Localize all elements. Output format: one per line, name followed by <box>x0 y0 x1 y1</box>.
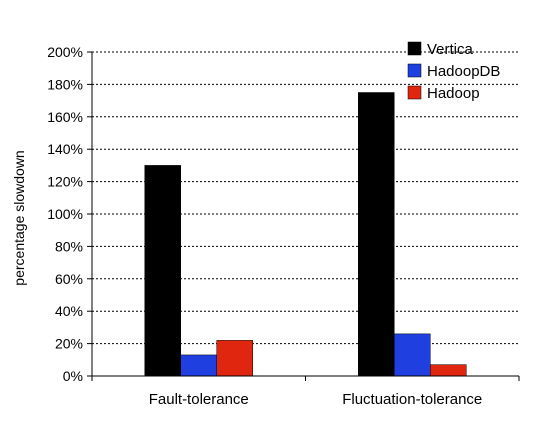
gridlines <box>92 51 519 345</box>
y-tick-label: 60% <box>55 271 83 287</box>
y-tick-label: 0% <box>63 368 83 384</box>
x-category-label: Fault-tolerance <box>149 391 249 408</box>
y-tick-label: 80% <box>55 238 83 254</box>
legend-swatch <box>407 85 422 100</box>
legend-label: Hadoop <box>427 85 480 102</box>
axes <box>91 52 520 381</box>
y-tick-label: 120% <box>47 174 83 190</box>
legend-swatch <box>407 63 422 78</box>
y-tick-label: 20% <box>55 336 83 352</box>
bar-vertica-fault-tolerance <box>144 165 181 377</box>
y-tick-label: 160% <box>47 109 83 125</box>
bar-hadoopdb-fault-tolerance <box>180 354 217 377</box>
bar-vertica-fluctuation-tolerance <box>358 92 395 377</box>
y-axis-title: percentage slowdown <box>11 150 27 285</box>
y-tick-label: 100% <box>47 206 83 222</box>
legend: Vertica HadoopDB Hadoop <box>407 41 500 102</box>
legend-label: Vertica <box>427 41 474 58</box>
legend-label: HadoopDB <box>427 63 500 80</box>
bars <box>144 92 467 377</box>
legend-swatch <box>407 41 422 56</box>
x-category-label: Fluctuation-tolerance <box>342 391 482 408</box>
y-tick-label: 140% <box>47 141 83 157</box>
y-axis-tick-labels: 0% 20% 40% 60% 80% 100% 120% 140% 160% 180% 200% <box>47 44 92 384</box>
bar-hadoop-fault-tolerance <box>216 340 253 377</box>
bar-hadoop-fluctuation-tolerance <box>430 364 467 377</box>
x-axis-category-labels: Fault-tolerance Fluctuation-tolerance <box>149 391 483 408</box>
y-tick-label: 200% <box>47 44 83 60</box>
y-tick-label: 40% <box>55 303 83 319</box>
bar-hadoopdb-fluctuation-tolerance <box>394 333 431 377</box>
y-tick-label: 180% <box>47 76 83 92</box>
